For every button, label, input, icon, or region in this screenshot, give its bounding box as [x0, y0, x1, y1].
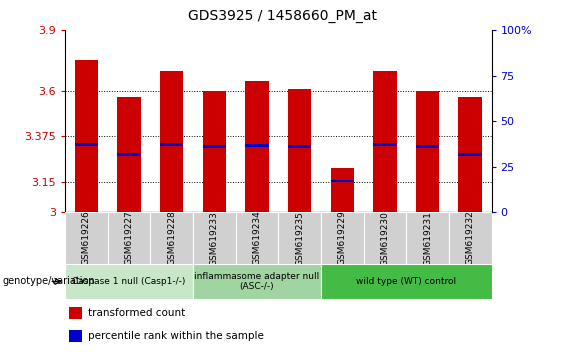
Text: GSM619233: GSM619233	[210, 211, 219, 266]
Bar	[373, 143, 397, 146]
Bar	[65, 264, 193, 299]
Text: GSM619226: GSM619226	[82, 211, 91, 266]
Text: GSM619235: GSM619235	[295, 211, 304, 266]
Text: wild type (WT) control: wild type (WT) control	[356, 277, 457, 286]
Bar	[458, 97, 482, 212]
Bar	[69, 330, 82, 342]
Bar	[245, 144, 269, 147]
Text: GDS3925 / 1458660_PM_at: GDS3925 / 1458660_PM_at	[188, 9, 377, 23]
Text: GSM619232: GSM619232	[466, 211, 475, 266]
Bar	[160, 143, 184, 146]
Text: GSM619228: GSM619228	[167, 211, 176, 266]
Bar	[245, 81, 269, 212]
Bar	[321, 264, 492, 299]
Bar	[331, 168, 354, 212]
Bar	[288, 89, 311, 212]
Bar	[150, 212, 193, 264]
Bar	[160, 70, 184, 212]
Bar	[288, 145, 311, 148]
Bar	[193, 212, 236, 264]
Text: GSM619234: GSM619234	[253, 211, 262, 266]
Bar	[416, 91, 440, 212]
Bar	[193, 264, 321, 299]
Bar	[65, 212, 107, 264]
Bar	[117, 97, 141, 212]
Bar	[75, 143, 98, 146]
Bar	[373, 70, 397, 212]
Text: GSM619230: GSM619230	[380, 211, 389, 266]
Text: transformed count: transformed count	[89, 308, 186, 318]
Bar	[202, 91, 226, 212]
Text: percentile rank within the sample: percentile rank within the sample	[89, 331, 264, 341]
Text: GSM619229: GSM619229	[338, 211, 347, 266]
Bar	[117, 153, 141, 156]
Text: genotype/variation: genotype/variation	[3, 276, 95, 286]
Bar	[331, 180, 354, 182]
Text: inflammasome adapter null
(ASC-/-): inflammasome adapter null (ASC-/-)	[194, 272, 320, 291]
Bar	[416, 145, 440, 148]
Bar	[279, 212, 321, 264]
Text: GSM619231: GSM619231	[423, 211, 432, 266]
Bar	[321, 212, 364, 264]
Text: GSM619227: GSM619227	[124, 211, 133, 266]
Bar	[449, 212, 492, 264]
Bar	[69, 307, 82, 319]
Bar	[406, 212, 449, 264]
Bar	[75, 61, 98, 212]
Bar	[202, 145, 226, 148]
Bar	[236, 212, 278, 264]
Text: Caspase 1 null (Casp1-/-): Caspase 1 null (Casp1-/-)	[72, 277, 186, 286]
Bar	[364, 212, 406, 264]
Bar	[107, 212, 150, 264]
Bar	[458, 153, 482, 156]
